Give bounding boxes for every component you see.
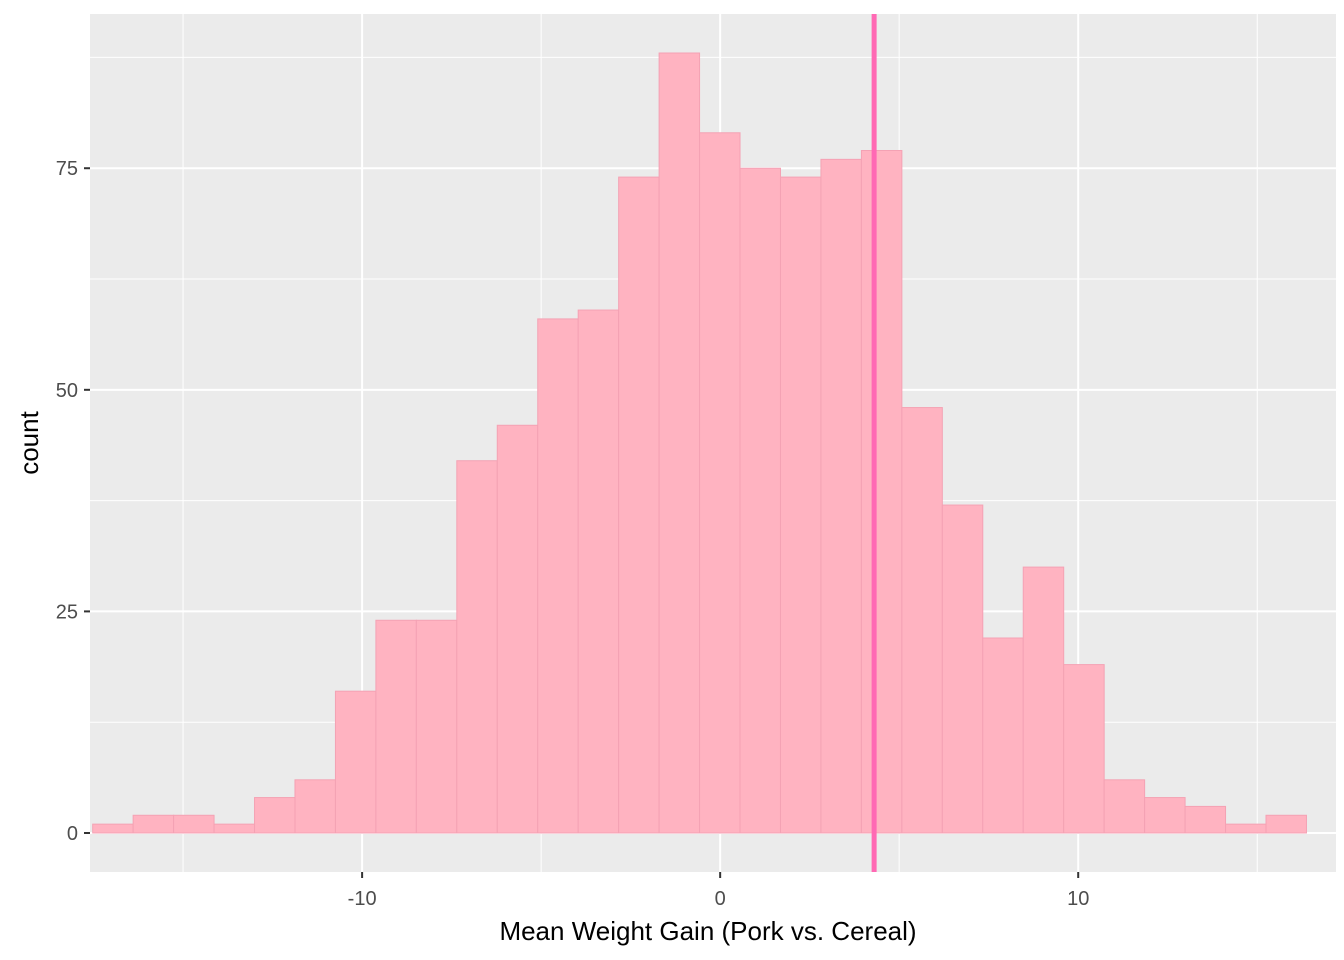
x-tick-label: -10 (348, 888, 377, 910)
histogram-bar (415, 619, 458, 834)
histogram-bar (699, 132, 741, 834)
histogram-bar (132, 814, 175, 834)
histogram-bar (779, 176, 822, 834)
histogram-bar (982, 637, 1024, 834)
x-axis-title: Mean Weight Gain (Pork vs. Cereal) (499, 916, 916, 946)
histogram-bar (92, 823, 134, 834)
histogram-bar (294, 779, 336, 834)
histogram-bar (820, 158, 862, 834)
x-axis: -10 0 10 (348, 872, 1089, 910)
histogram-bar (901, 407, 943, 834)
y-axis-title: count (14, 410, 44, 474)
histogram-bar (1225, 823, 1267, 834)
histogram-bar (375, 619, 417, 834)
y-axis: 0 25 50 75 (56, 158, 90, 845)
histogram-bar (577, 309, 620, 834)
histogram-bar (254, 797, 296, 834)
histogram-bar (941, 504, 984, 834)
y-tick-label: 0 (67, 823, 78, 845)
x-tick-label: 10 (1067, 888, 1089, 910)
y-tick-label: 50 (56, 380, 78, 402)
y-tick-label: 25 (56, 601, 78, 623)
histogram-bar (334, 690, 377, 834)
y-tick-label: 75 (56, 158, 78, 180)
histogram-bar (1022, 566, 1065, 834)
histogram-bar (618, 176, 660, 834)
histogram-bar (658, 52, 701, 834)
histogram-bar (860, 150, 903, 834)
histogram-bar (1265, 814, 1307, 834)
histogram-bar (739, 167, 781, 834)
histogram-bar (213, 823, 256, 834)
histogram-bar (1144, 797, 1186, 834)
histogram-bar (173, 814, 215, 834)
histogram-bar (537, 318, 579, 834)
x-tick-label: 0 (715, 888, 726, 910)
histogram-bar (1103, 779, 1146, 834)
histogram-bar (1184, 805, 1227, 834)
histogram-bar (1063, 664, 1105, 834)
histogram-bars (92, 52, 1307, 834)
histogram-bar (496, 424, 539, 834)
histogram-bar (456, 460, 498, 834)
